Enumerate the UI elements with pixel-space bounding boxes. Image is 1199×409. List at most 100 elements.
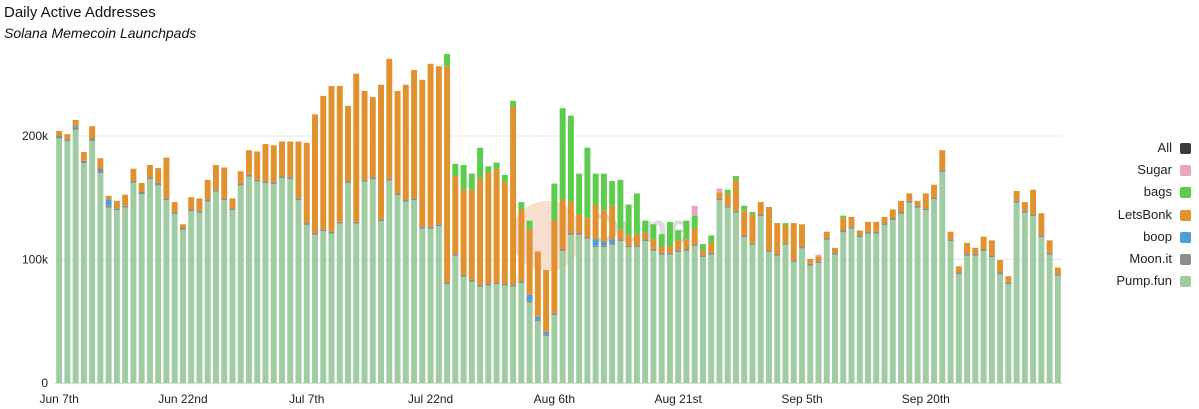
bar-segment-pump-fun [138, 194, 145, 383]
bar-segment-letsbonk [873, 221, 880, 232]
bar-segment-letsbonk [196, 198, 203, 211]
bar-segment-pump-fun [543, 336, 550, 383]
bar-segment-letsbonk [113, 200, 120, 209]
bar-segment-pump-fun [501, 285, 508, 383]
bar-segment-moon-it [741, 235, 748, 238]
bar-segment-moon-it [221, 198, 228, 201]
bar-segment-pump-fun [716, 200, 723, 383]
bar-segment-pump-fun [848, 228, 855, 384]
bar-segment-bags [617, 179, 624, 230]
bar-segment-letsbonk [906, 193, 913, 201]
bar-segment-letsbonk [799, 224, 805, 247]
bar-segment-pump-fun [939, 171, 946, 383]
bar-segment-moon-it [691, 244, 698, 246]
bar-segment-pump-fun [246, 176, 252, 383]
bar-segment-letsbonk [683, 239, 690, 249]
legend-item-pump-fun[interactable]: Pump.fun [1079, 271, 1199, 293]
bar-segment-moon-it [823, 237, 830, 240]
bar-segment-bags [708, 235, 715, 243]
bar-segment-moon-it [138, 191, 145, 195]
bar-segment-pump-fun [262, 182, 269, 383]
bar-segment-sugar [716, 188, 723, 193]
bar-segment-pump-fun [427, 228, 434, 384]
bar-segment-moon-it [1054, 273, 1061, 276]
bar-segment-moon-it [840, 230, 847, 233]
bar-segment-moon-it [155, 182, 162, 186]
bar-segment-letsbonk [889, 209, 896, 219]
legend-item-letsbonk[interactable]: LetsBonk [1079, 205, 1199, 227]
legend-swatch [1180, 276, 1191, 288]
bar-segment-moon-it [1021, 210, 1028, 213]
bar-segment-letsbonk [782, 225, 789, 243]
bar-segment-letsbonk [64, 134, 71, 140]
bar-segment-moon-it [757, 214, 764, 217]
bar-segment-letsbonk [485, 172, 492, 284]
legend-item-all[interactable]: All [1079, 138, 1199, 160]
bar-segment-letsbonk [1005, 276, 1012, 283]
bar-segment-pump-fun [922, 210, 929, 383]
bar-segment-moon-it [72, 127, 79, 130]
bar-segment-letsbonk [72, 119, 79, 127]
bar-segment-moon-it [782, 242, 789, 245]
bar-segment-bags [551, 183, 558, 221]
bar-segment-pump-fun [609, 244, 616, 383]
bar-segment-pump-fun [72, 129, 79, 383]
bar-segment-moon-it [799, 246, 805, 249]
bar-segment-bags [699, 244, 706, 251]
bar-segment-bags [609, 181, 616, 206]
bar-segment-moon-it [444, 282, 451, 285]
bar-segment-letsbonk [1054, 267, 1061, 274]
bar-segment-letsbonk [823, 231, 830, 238]
bar-segment-pump-fun [898, 213, 905, 383]
bar-segment-letsbonk [741, 210, 748, 236]
bar-segment-letsbonk [931, 184, 938, 198]
legend-item-sugar[interactable]: Sugar [1079, 160, 1199, 182]
bar-segment-moon-it [246, 174, 252, 177]
bar-segment-letsbonk [237, 171, 244, 184]
bar-segment-moon-it [832, 252, 838, 255]
bar-segment-moon-it [237, 183, 244, 186]
bar-segment-bags [840, 215, 847, 219]
stacked-bar-chart: 0 100k 200k Jun 7th Jun 22nd Jul 7th Jul 22nd… [22, 53, 1062, 406]
legend-item-boop[interactable]: boop [1079, 227, 1199, 249]
bar-segment-letsbonk [444, 66, 451, 283]
bar-segment-moon-it [80, 160, 87, 164]
legend-label: bags [1143, 184, 1172, 200]
bar-segment-pump-fun [146, 179, 153, 383]
bar-segment-moon-it [361, 179, 368, 182]
bar-segment-moon-it [312, 232, 318, 235]
bar-segment-letsbonk [336, 85, 343, 222]
bar-segment-letsbonk [212, 165, 219, 190]
bar-segment-bags [600, 173, 607, 211]
bar-segment-pump-fun [386, 180, 393, 383]
bar-segment-letsbonk [749, 214, 756, 243]
bar-segment-letsbonk [221, 167, 228, 199]
bar-segment-moon-it [262, 181, 269, 183]
bar-segment-letsbonk [947, 231, 954, 240]
bar-segment-pump-fun [270, 184, 277, 383]
bar-segment-letsbonk [146, 165, 153, 178]
bar-segment-pump-fun [312, 234, 318, 383]
bar-segment-pump-fun [361, 181, 368, 383]
legend-item-bags[interactable]: bags [1079, 182, 1199, 204]
bar-segment-letsbonk [757, 202, 764, 215]
bar-segment-pump-fun [865, 233, 871, 383]
bar-segment-letsbonk [666, 246, 673, 253]
bar-segment-letsbonk [460, 189, 467, 275]
bar-segment-letsbonk [534, 251, 541, 317]
bar-segment-pump-fun [56, 138, 63, 383]
bar-segment-letsbonk [493, 168, 500, 283]
bar-segment-boop [600, 241, 607, 246]
bar-segment-moon-it [997, 272, 1004, 275]
bar-segment-letsbonk [80, 152, 87, 161]
bar-segment-pump-fun [221, 200, 228, 383]
bar-segment-letsbonk [270, 145, 277, 183]
legend-item-moon-it[interactable]: Moon.it [1079, 249, 1199, 271]
bar-segment-pump-fun [914, 207, 921, 383]
bar-segment-moon-it [666, 252, 673, 255]
bar-segment-pump-fun [584, 238, 591, 383]
bar-segment-letsbonk [262, 144, 269, 182]
bar-segment-letsbonk [972, 247, 979, 254]
bar-segment-bags [444, 53, 451, 67]
bar-segment-bags [633, 193, 640, 235]
